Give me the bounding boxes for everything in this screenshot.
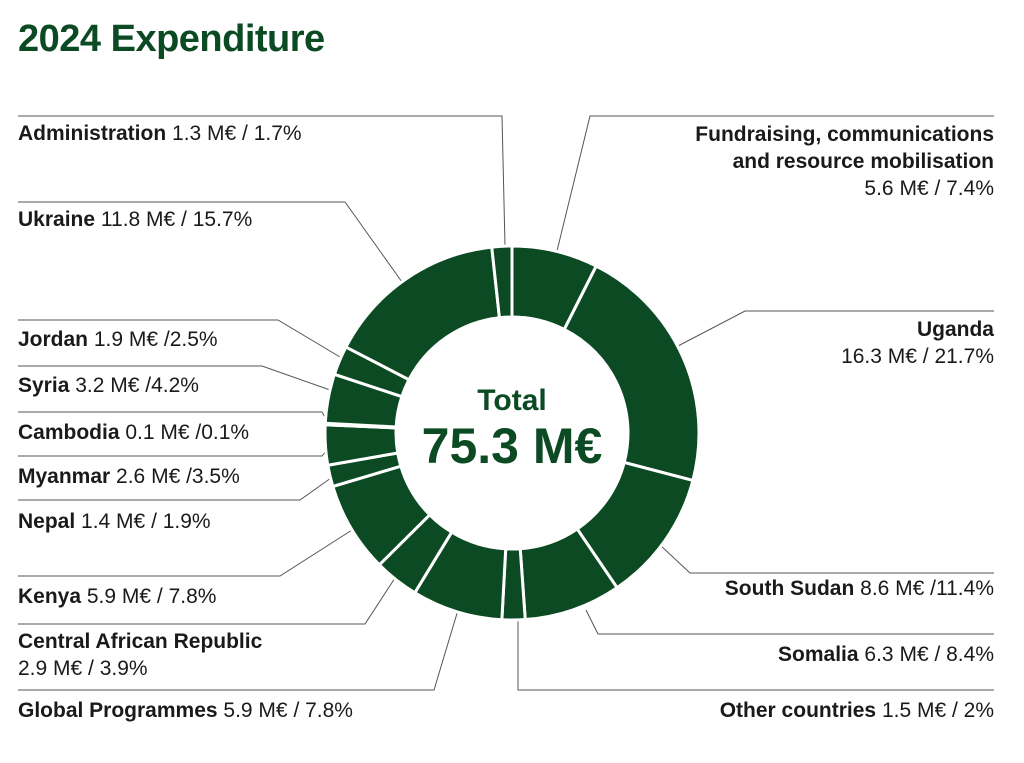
slice-administration	[490, 244, 514, 320]
label-other-countries: Other countries 1.5 M€ / 2%	[719, 699, 994, 722]
label-jordan: Jordan 1.9 M€ /2.5%	[18, 328, 218, 351]
label-south-sudan: South Sudan 8.6 M€ /11.4%	[724, 577, 994, 600]
leader-nepal	[18, 477, 332, 501]
label-cambodia: Cambodia 0.1 M€ /0.1%	[18, 421, 250, 444]
leader-syria	[18, 365, 331, 391]
leader-ukraine	[18, 201, 403, 283]
label-administration: Administration 1.3 M€ / 1.7%	[18, 122, 302, 145]
leader-fundraising	[555, 115, 994, 256]
center-total-label: Total	[477, 384, 546, 417]
label-central-african-republic: Central African Republic 2.9 M€ / 3.9%	[18, 630, 263, 680]
leader-lines	[18, 115, 994, 691]
page-title: 2024 Expenditure	[18, 18, 325, 60]
label-kenya: Kenya 5.9 M€ / 7.8%	[18, 585, 217, 608]
label-syria: Syria 3.2 M€ /4.2%	[18, 374, 199, 397]
label-fundraising: Fundraising, communications and resource…	[695, 123, 994, 200]
leader-car	[18, 577, 396, 625]
label-ukraine: Ukraine 11.8 M€ / 15.7%	[18, 208, 253, 231]
leader-uganda	[677, 310, 994, 347]
slice-ukraine	[343, 245, 502, 382]
label-myanmar: Myanmar 2.6 M€ /3.5%	[18, 465, 240, 488]
leader-myanmar	[18, 445, 331, 457]
leader-kenya	[18, 529, 353, 577]
slice-uganda	[562, 264, 701, 483]
leader-jordan	[18, 319, 341, 358]
leader-global	[18, 609, 459, 691]
label-nepal: Nepal 1.4 M€ / 1.9%	[18, 510, 211, 533]
center-total-value: 75.3 M€	[422, 418, 603, 474]
leader-other	[517, 620, 994, 691]
label-global-programmes: Global Programmes 5.9 M€ / 7.8%	[18, 699, 353, 722]
label-uganda: Uganda 16.3 M€ / 21.7%	[841, 318, 994, 368]
label-somalia: Somalia 6.3 M€ / 8.4%	[778, 643, 994, 666]
leader-administration	[18, 115, 506, 247]
donut-slices	[323, 244, 701, 622]
leader-south-sudan	[659, 544, 994, 574]
leader-somalia	[585, 609, 994, 635]
